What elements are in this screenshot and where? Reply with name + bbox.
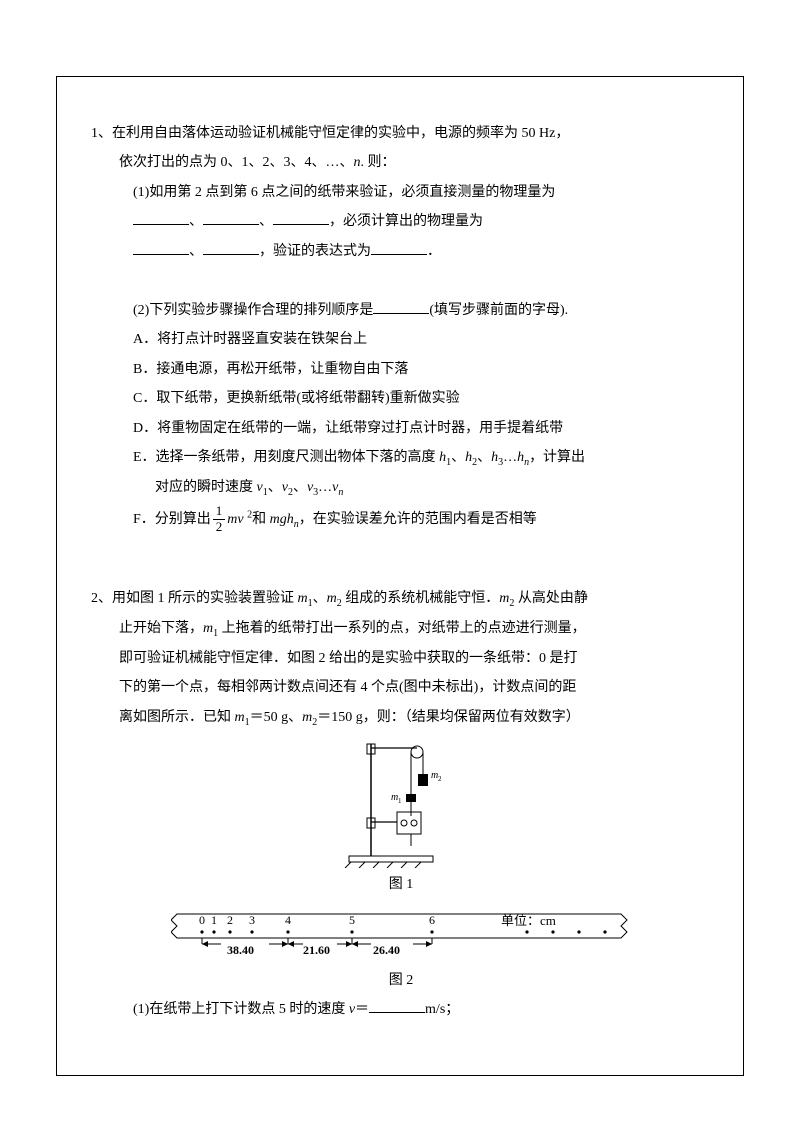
blank <box>273 211 329 225</box>
svg-text:4: 4 <box>285 913 291 927</box>
svg-text:0: 0 <box>199 913 205 927</box>
q1-optF-b: 和 <box>252 512 270 527</box>
q1-part1-line1: (1)如用第 2 点到第 6 点之间的纸带来验证，必须直接测量的物理量为 <box>91 178 711 207</box>
q1-optA: A．将打点计时器竖直安装在铁架台上 <box>91 325 711 354</box>
q2-l1b: 组成的系统机械能守恒． <box>342 591 500 606</box>
q1-stem-l1: 在利用自由落体运动验证机械能守恒定律的实验中，电源的频率为 50 Hz， <box>112 126 569 141</box>
blank <box>373 300 429 314</box>
figure-2: 单位：cm 0 1 2 3 4 5 6 <box>91 908 711 964</box>
spacer <box>91 266 711 296</box>
spacer <box>91 536 711 584</box>
q2-part1-b: ＝ <box>355 1002 369 1017</box>
q2-part1-a: (1)在纸带上打下计数点 5 时的速度 <box>133 1002 349 1017</box>
figure-1: m 2 m 1 <box>91 738 711 868</box>
svg-text:2: 2 <box>227 913 233 927</box>
q1-part1-b: ，必须计算出的物理量为 <box>329 214 483 229</box>
blank <box>133 241 189 255</box>
page-content: 1、在利用自由落体运动验证机械能守恒定律的实验中，电源的频率为 50 Hz， 依… <box>56 76 744 1076</box>
q2-line1: 2、用如图 1 所示的实验装置验证 m1、m2 组成的系统机械能守恒．m2 从高… <box>91 584 711 614</box>
q1: 1、在利用自由落体运动验证机械能守恒定律的实验中，电源的频率为 50 Hz， 依… <box>91 119 711 536</box>
fig2-caption: 图 2 <box>91 966 711 995</box>
svg-text:2: 2 <box>438 775 442 783</box>
q1-optE-a: E．选择一条纸带，用刻度尺测出物体下落的高度 <box>133 450 439 465</box>
svg-text:3: 3 <box>249 913 255 927</box>
q1-part1-line3: 、，验证的表达式为． <box>91 237 711 266</box>
svg-text:26.40: 26.40 <box>373 943 400 957</box>
blank <box>203 211 259 225</box>
svg-text:6: 6 <box>429 913 435 927</box>
q1-part1-a: (1)如用第 2 点到第 6 点之间的纸带来验证，必须直接测量的物理量为 <box>133 185 555 200</box>
q1-optD: D．将重物固定在纸带的一端，让纸带穿过打点计时器，用手提着纸带 <box>91 414 711 443</box>
q2-l2: 止开始下落， <box>119 621 203 636</box>
tape-diagram: 单位：cm 0 1 2 3 4 5 6 <box>171 908 631 964</box>
q2-l2b: 上拖着的纸带打出一系列的点，对纸带上的点迹进行测量， <box>218 621 586 636</box>
q1-optE-b: ，计算出 <box>529 450 585 465</box>
q1-optB: B．接通电源，再松开纸带，让重物自由下落 <box>91 355 711 384</box>
q2-l5: 离如图所示．已知 <box>119 710 235 725</box>
q1-optF-a: F．分别算出 <box>133 512 211 527</box>
q1-stem-line2: 依次打出的点为 0、1、2、3、4、…、n. 则： <box>91 148 711 177</box>
q2: 2、用如图 1 所示的实验装置验证 m1、m2 组成的系统机械能守恒．m2 从高… <box>91 584 711 1024</box>
svg-text:21.60: 21.60 <box>303 943 330 957</box>
q1-part1-c: ，验证的表达式为 <box>259 244 371 259</box>
q1-part1-line2: 、、，必须计算出的物理量为 <box>91 207 711 236</box>
apparatus-diagram: m 2 m 1 <box>331 738 471 868</box>
q2-part1: (1)在纸带上打下计数点 5 时的速度 v＝m/s； <box>91 995 711 1024</box>
blank <box>203 241 259 255</box>
q2-number: 2、 <box>91 591 112 606</box>
q1-part2-a: (2)下列实验步骤操作合理的排列顺序是 <box>133 303 373 318</box>
q1-stem-l2a: 依次打出的点为 0、1、2、3、4、…、 <box>119 155 354 170</box>
blank <box>133 211 189 225</box>
q2-l1c: 从高处由静 <box>514 591 588 606</box>
q2-line4: 下的第一个点，每相邻两计数点间还有 4 个点(图中未标出)，计数点间的距 <box>91 673 711 702</box>
q2-line2: 止开始下落，m1 上拖着的纸带打出一系列的点，对纸带上的点迹进行测量， <box>91 614 711 644</box>
q1-part2-stem: (2)下列实验步骤操作合理的排列顺序是 (填写步骤前面的字母). <box>91 296 711 325</box>
q1-optF: F．分别算出12mv 2和 mghn，在实验误差允许的范围内看是否相等 <box>91 503 711 537</box>
q2-line5: 离如图所示．已知 m1＝50 g、m2＝150 g，则：（结果均保留两位有效数字… <box>91 703 711 733</box>
q1-stem-l2b: 则： <box>364 155 396 170</box>
q2-l5c: ＝150 g，则：（结果均保留两位有效数字） <box>317 710 580 725</box>
q1-stem-line1: 1、在利用自由落体运动验证机械能守恒定律的实验中，电源的频率为 50 Hz， <box>91 119 711 148</box>
fig1-caption: 图 1 <box>91 870 711 899</box>
q2-part1-c: m/s； <box>425 1002 459 1017</box>
q1-optF-c: ，在实验误差允许的范围内看是否相等 <box>299 512 537 527</box>
q1-part2-tail: (填写步骤前面的字母). <box>429 303 568 318</box>
q1-optE-line2: 对应的瞬时速度 v1、v2、v3…vn <box>91 473 711 503</box>
fraction-half: 12 <box>213 504 226 534</box>
svg-text:1: 1 <box>211 913 217 927</box>
svg-text:38.40: 38.40 <box>227 943 254 957</box>
tape-unit-label: 单位：cm <box>501 913 556 928</box>
q1-number: 1、 <box>91 126 112 141</box>
blank <box>371 241 427 255</box>
q1-optE-line1: E．选择一条纸带，用刻度尺测出物体下落的高度 h1、h2、h3…hn，计算出 <box>91 443 711 473</box>
q1-optC: C．取下纸带，更换新纸带(或将纸带翻转)重新做实验 <box>91 384 711 413</box>
svg-text:5: 5 <box>349 913 355 927</box>
svg-text:1: 1 <box>398 797 402 805</box>
q2-l5b: ＝50 g、 <box>250 710 303 725</box>
q2-l1: 用如图 1 所示的实验装置验证 <box>112 591 298 606</box>
blank <box>369 999 425 1013</box>
q1-optE-c: 对应的瞬时速度 <box>155 480 257 495</box>
q2-line3: 即可验证机械能守恒定律．如图 2 给出的是实验中获取的一条纸带：0 是打 <box>91 644 711 673</box>
